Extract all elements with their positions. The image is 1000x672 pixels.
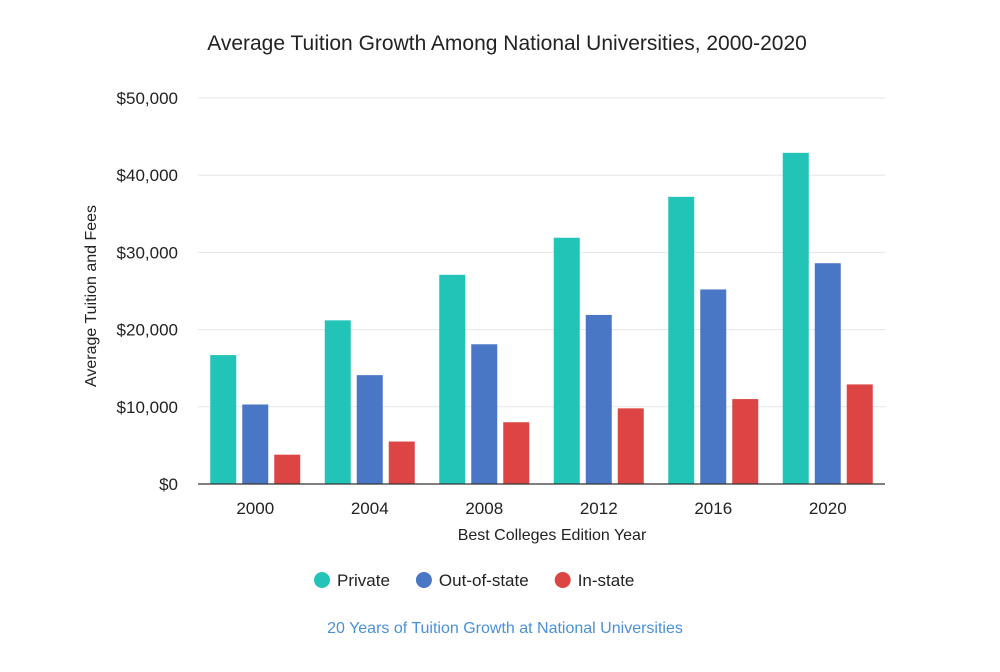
legend-label: Out-of-state [439, 571, 529, 590]
bar [846, 384, 873, 484]
y-tick-label: $40,000 [117, 166, 178, 185]
bar [585, 314, 612, 484]
y-tick-label: $10,000 [117, 398, 178, 417]
x-tick-label: 2012 [580, 499, 618, 518]
bar [617, 408, 644, 484]
x-tick-label: 2016 [694, 499, 732, 518]
y-tick-label: $20,000 [117, 321, 178, 340]
legend-marker [554, 572, 571, 588]
grid-lines [198, 97, 885, 408]
bar [814, 263, 841, 484]
bar [503, 422, 530, 484]
bar [210, 355, 237, 484]
legend: Private Out-of-state In-state [314, 571, 634, 590]
x-axis-ticks: 2000 2004 2008 2012 2016 2020 [236, 499, 846, 518]
y-tick-label: $0 [159, 475, 178, 494]
x-tick-label: 2000 [236, 499, 274, 518]
y-tick-label: $50,000 [117, 89, 178, 108]
bar [553, 237, 580, 484]
x-tick-label: 2020 [809, 499, 847, 518]
legend-marker [415, 572, 432, 588]
bar [356, 375, 383, 484]
x-tick-label: 2008 [465, 499, 503, 518]
legend-marker [314, 572, 330, 588]
bar [471, 344, 498, 484]
y-axis-ticks: $0 $10,000 $20,000 $30,000 $40,000 $50,000 [117, 89, 178, 494]
x-tick-label: 2004 [351, 499, 389, 518]
bar [242, 404, 269, 484]
caption-link[interactable]: 20 Years of Tuition Growth at National U… [327, 620, 683, 637]
bar [668, 196, 695, 485]
legend-label: Private [337, 571, 390, 590]
bar [700, 289, 727, 484]
bar [324, 320, 351, 484]
bar [782, 152, 809, 484]
y-tick-label: $30,000 [117, 243, 178, 262]
bar [388, 441, 415, 484]
bars [210, 152, 873, 485]
legend-label: In-state [578, 571, 635, 590]
x-axis-title: Best Colleges Edition Year [458, 527, 647, 544]
bar [732, 399, 759, 484]
bar [274, 454, 301, 484]
y-axis-title: Average Tuition and Fees [83, 205, 100, 387]
bar [439, 274, 466, 484]
chart-title: Average Tuition Growth Among National Un… [207, 32, 807, 55]
